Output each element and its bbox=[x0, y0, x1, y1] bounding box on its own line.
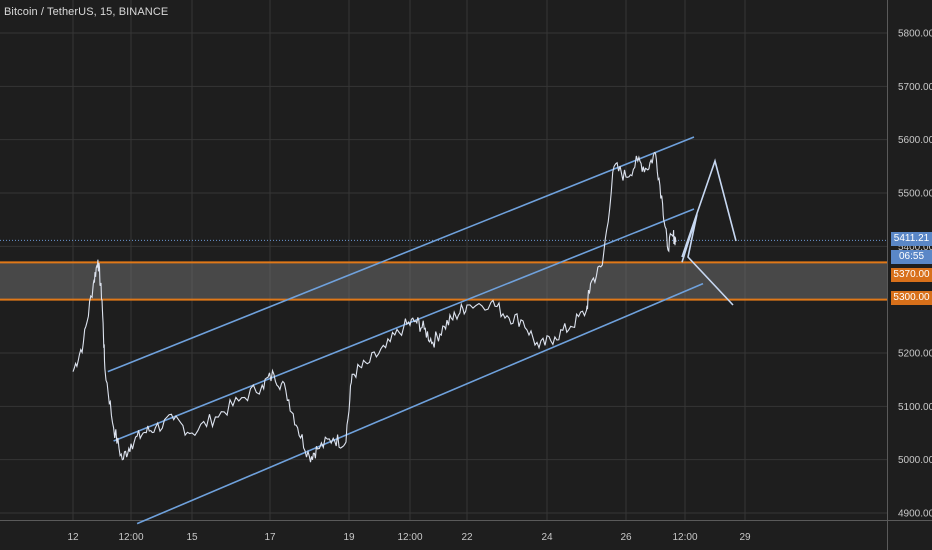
x-tick-label: 12:00 bbox=[397, 532, 422, 543]
trend-channel-line bbox=[136, 282, 704, 525]
projection-path bbox=[681, 158, 737, 258]
zone-fill bbox=[0, 262, 887, 300]
y-tick-label: 5500.00 bbox=[898, 189, 932, 200]
trend-channel-line bbox=[107, 136, 695, 373]
x-tick-label: 19 bbox=[343, 532, 355, 543]
x-tick-label: 22 bbox=[461, 532, 473, 543]
x-tick-label: 12:00 bbox=[118, 532, 143, 543]
x-tick-label: 26 bbox=[620, 532, 632, 543]
x-tick-label: 12 bbox=[67, 532, 79, 543]
y-tick-label: 5200.00 bbox=[898, 349, 932, 360]
y-tick-label: 5800.00 bbox=[898, 29, 932, 40]
price-series-line bbox=[72, 151, 677, 463]
x-tick-label: 17 bbox=[264, 532, 276, 543]
y-tick-label: 5400.00 bbox=[898, 242, 932, 253]
chart-title: Bitcoin / TetherUS, 15, BINANCE bbox=[4, 6, 169, 18]
x-tick-label: 15 bbox=[186, 532, 198, 543]
x-tick-label: 29 bbox=[739, 532, 751, 543]
zone-top-label: 5370.00 bbox=[891, 268, 932, 282]
y-tick-label: 5700.00 bbox=[898, 82, 932, 93]
x-tick-label: 24 bbox=[541, 532, 553, 543]
zone-bottom-label: 5300.00 bbox=[891, 291, 932, 305]
countdown-label: 06:55 bbox=[891, 250, 932, 264]
last-price-label: 5411.21 bbox=[891, 232, 932, 246]
x-tick-label: 12:00 bbox=[672, 532, 697, 543]
y-tick-label: 5100.00 bbox=[898, 402, 932, 413]
y-tick-label: 5600.00 bbox=[898, 135, 932, 146]
y-tick-label: 4900.00 bbox=[898, 509, 932, 520]
projection-path bbox=[681, 214, 734, 306]
y-tick-label: 5000.00 bbox=[898, 455, 932, 466]
